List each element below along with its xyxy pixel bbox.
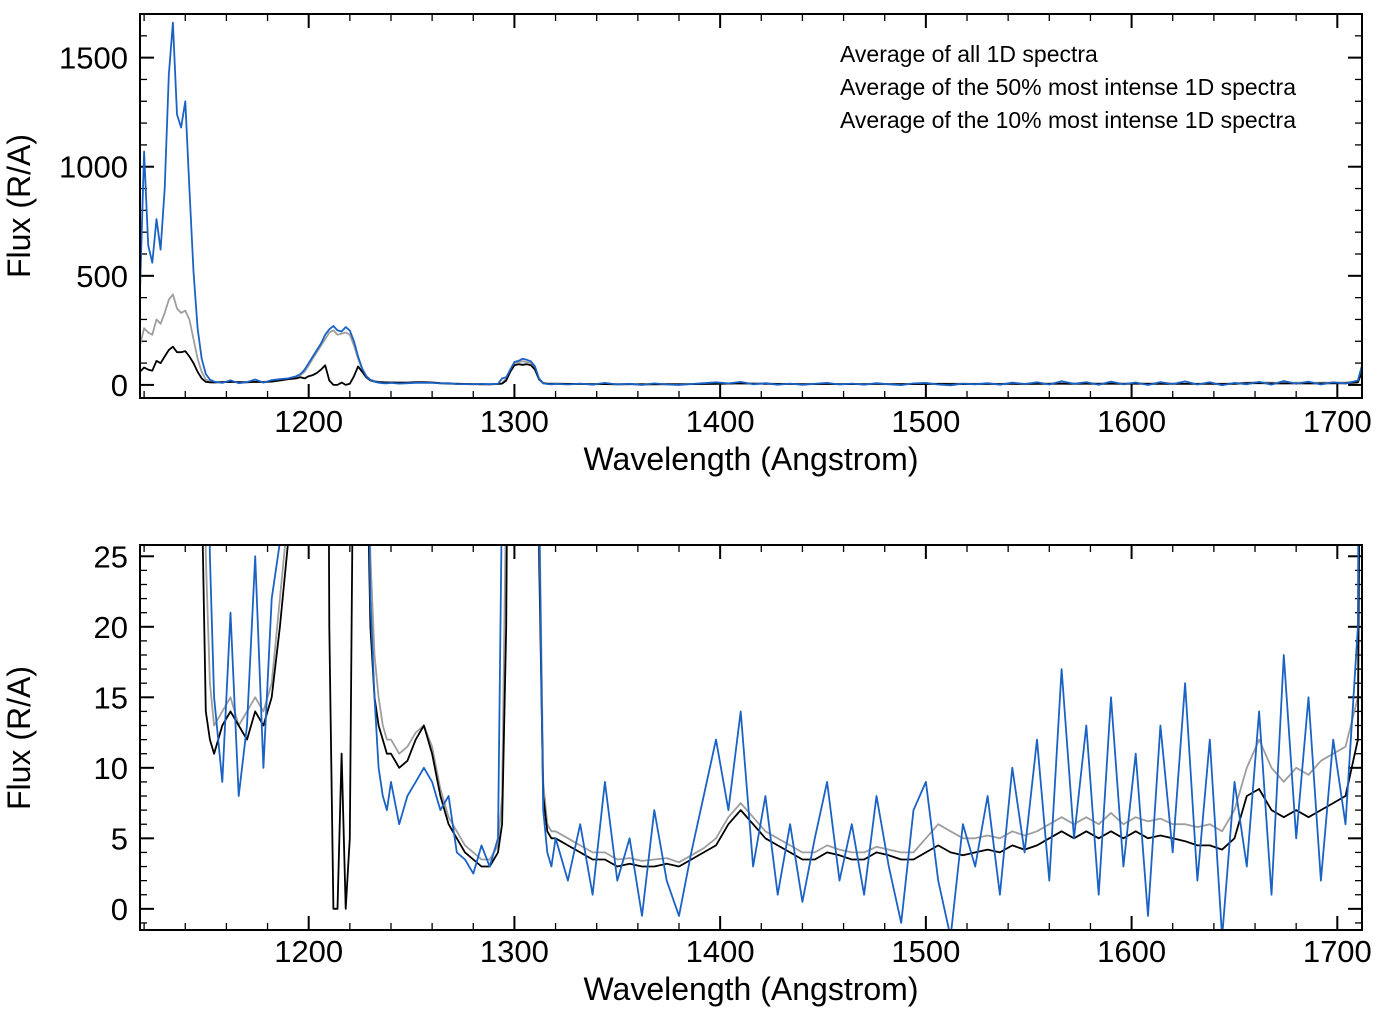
spectrum-line-all	[140, 345, 1362, 386]
x-tick-label: 1600	[1097, 934, 1166, 969]
y-tick-label: 500	[76, 259, 128, 294]
y-tick-label: 1000	[59, 150, 128, 185]
spectra-curves	[140, 21, 1362, 387]
x-tick-label: 1200	[274, 934, 343, 969]
x-tick-label: 1400	[686, 404, 755, 439]
x-tick-label: 1600	[1097, 404, 1166, 439]
x-tick-label: 1700	[1303, 934, 1372, 969]
x-tick-label: 1500	[891, 934, 960, 969]
legend: Average of all 1D spectra Average of the…	[840, 41, 1296, 133]
tick-labels: 1200 1300 1400 1500 1600 1700 0 5 10 15 20 25	[94, 539, 1372, 969]
legend-entry-all-spectra: Average of all 1D spectra	[840, 41, 1098, 67]
y-tick-label: 0	[111, 892, 128, 927]
axis-ticks	[140, 13, 1362, 398]
x-tick-label: 1300	[480, 934, 549, 969]
bottom-y-axis-label: Flux (R/A)	[1, 666, 37, 810]
spectrum-line-50pct	[204, 545, 1360, 864]
spectra-curves	[201, 545, 1360, 930]
y-tick-label: 0	[111, 368, 128, 403]
x-tick-label: 1500	[891, 404, 960, 439]
spectrum-line-10pct	[208, 545, 1360, 930]
x-tick-label: 1400	[686, 934, 755, 969]
y-tick-label: 5	[111, 821, 128, 856]
panel-full-range: 1200 1300 1400 1500 1600 1700 0 500 1000 1500	[59, 13, 1372, 439]
y-tick-label: 20	[94, 610, 128, 645]
plot-frame	[139, 13, 1363, 399]
panels: 1200 1300 1400 1500 1600 17000500100015001200…	[59, 13, 1372, 969]
spectrum-line-10pct	[140, 21, 1362, 387]
y-tick-label: 25	[94, 539, 128, 574]
tick-labels: 1200 1300 1400 1500 1600 1700 0 500 1000 1500	[59, 41, 1372, 439]
x-tick-label: 1700	[1303, 404, 1372, 439]
x-tick-label: 1200	[274, 404, 343, 439]
top-y-axis-label: Flux (R/A)	[1, 134, 37, 278]
plot-frame	[139, 544, 1363, 931]
y-tick-label: 1500	[59, 41, 128, 76]
top-x-axis-label: Wavelength (Angstrom)	[584, 441, 919, 477]
legend-entry-10-percent: Average of the 10% most intense 1D spect…	[840, 107, 1296, 133]
bottom-x-axis-label: Wavelength (Angstrom)	[584, 971, 919, 1007]
y-tick-label: 15	[94, 680, 128, 715]
legend-entry-50-percent: Average of the 50% most intense 1D spect…	[840, 74, 1296, 100]
y-tick-label: 10	[94, 751, 128, 786]
axis-ticks	[140, 545, 1362, 930]
panel-zoomed: 1200 1300 1400 1500 1600 1700 0 5 10 15 20 25	[94, 539, 1372, 969]
x-tick-label: 1300	[480, 404, 549, 439]
